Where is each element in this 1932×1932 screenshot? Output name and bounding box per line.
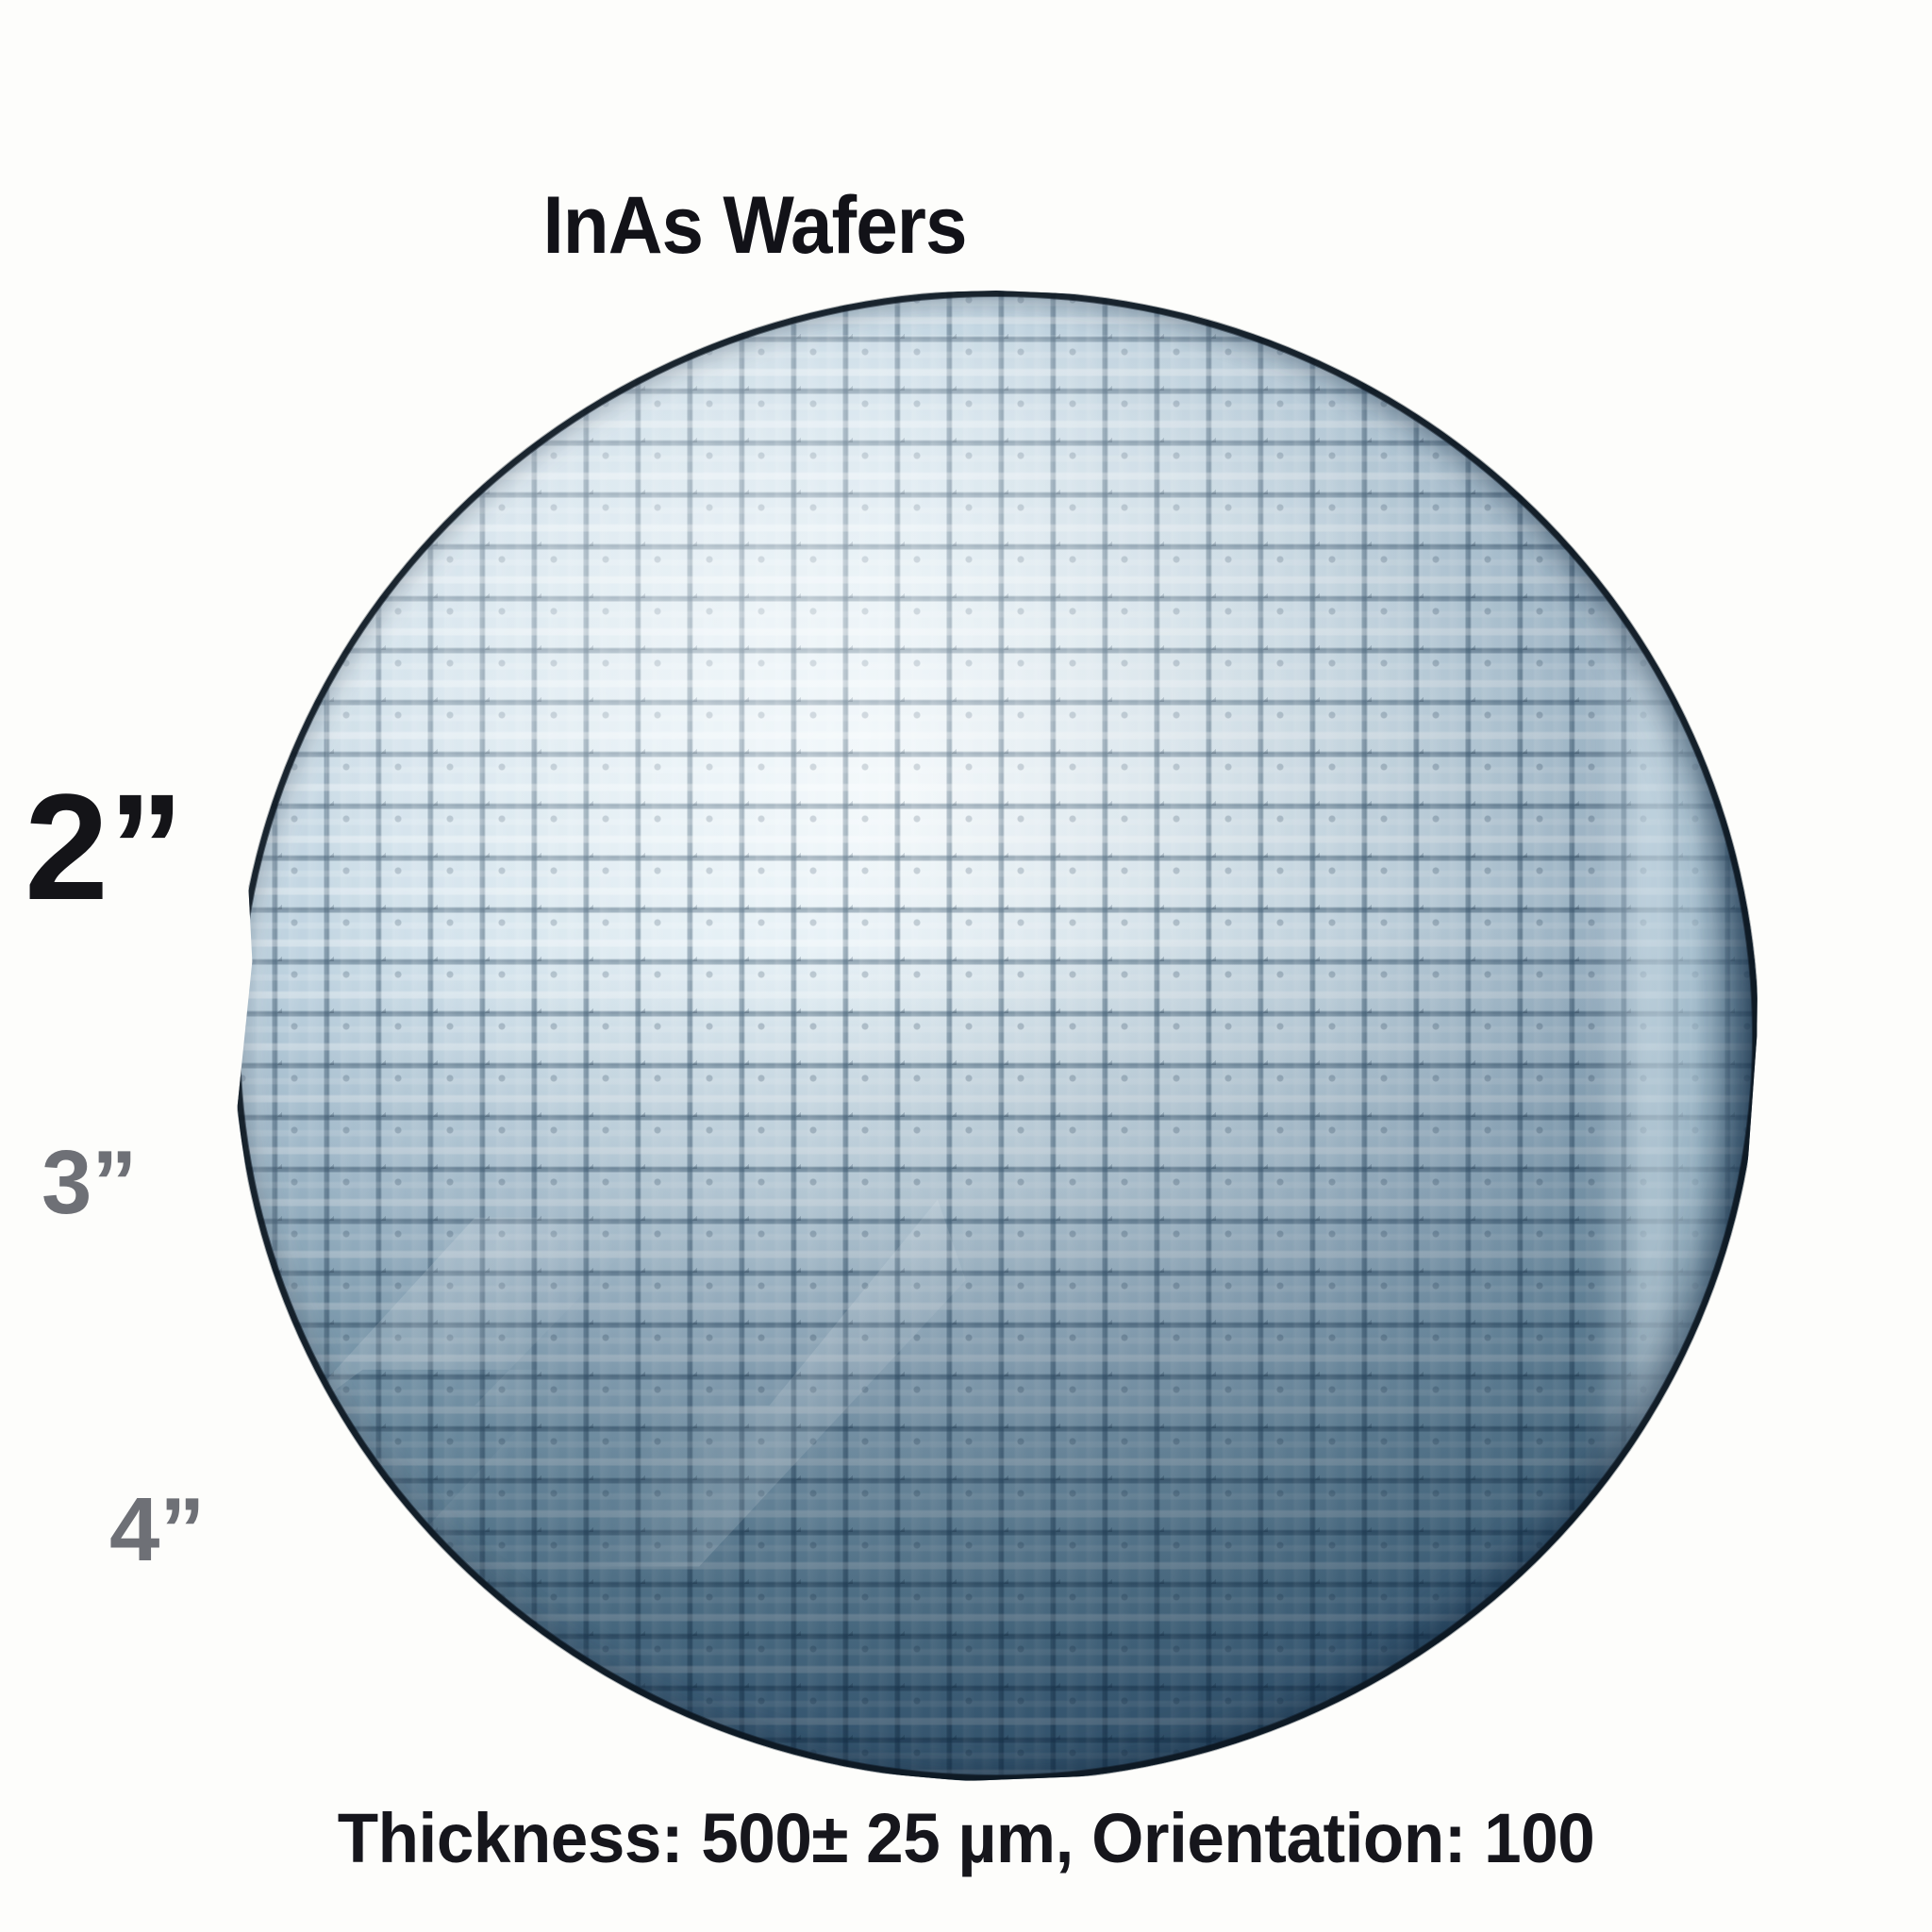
spec-caption: Thickness: 500± 25 µm, Orientation: 100 xyxy=(337,1799,1595,1877)
size-label-3-inch: 3” xyxy=(42,1132,138,1233)
wafer-image xyxy=(234,291,1758,1781)
page-title: InAs Wafers xyxy=(542,180,967,271)
wafer-shading-overlay xyxy=(237,291,1758,1781)
size-label-2-inch: 2” xyxy=(25,762,184,931)
wafer-disc xyxy=(237,291,1758,1781)
size-label-4-inch: 4” xyxy=(109,1479,206,1580)
